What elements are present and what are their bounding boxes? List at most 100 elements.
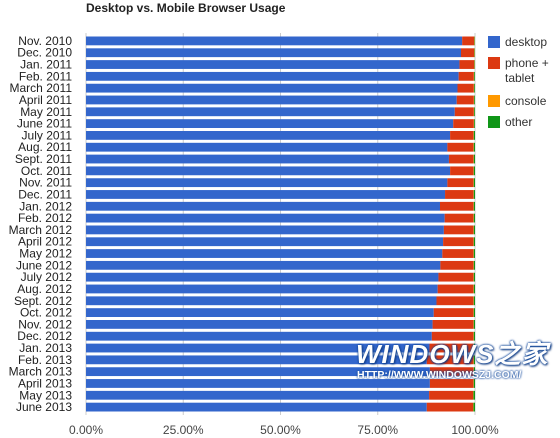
bar-other xyxy=(473,142,475,152)
legend-swatch-desktop xyxy=(488,36,500,48)
bar-desktop xyxy=(86,36,463,46)
bar-phone-tablet xyxy=(438,272,474,282)
bar-desktop xyxy=(86,166,451,176)
bar-other xyxy=(473,225,475,235)
bar-phone-tablet xyxy=(429,379,474,388)
bar-phone-tablet xyxy=(454,107,474,117)
x-tick-label: 100.00% xyxy=(451,423,499,437)
category-label: Nov. 2011 xyxy=(19,176,72,190)
category-label: Oct. 2012 xyxy=(20,306,72,320)
bar-other xyxy=(473,320,475,329)
legend-label-phone-tablet: phone + tablet xyxy=(505,56,549,85)
bar-other xyxy=(474,71,475,81)
category-label: Nov. 2010 xyxy=(18,34,72,48)
bar-desktop xyxy=(86,95,457,105)
bar-other xyxy=(474,119,475,128)
category-label: July 2012 xyxy=(21,270,73,284)
bar-other xyxy=(473,296,475,306)
bar-phone-tablet xyxy=(443,225,474,235)
bar-phone-tablet xyxy=(433,308,474,317)
bar-other xyxy=(473,308,475,317)
bar-phone-tablet xyxy=(450,166,474,176)
category-label: Dec. 2012 xyxy=(17,329,72,343)
bar-other xyxy=(473,131,475,140)
category-label: May 2012 xyxy=(19,247,72,261)
bar-phone-tablet xyxy=(450,131,474,140)
category-label: Dec. 2011 xyxy=(18,187,72,201)
bar-phone-tablet xyxy=(447,178,474,188)
bar-other xyxy=(473,260,475,270)
category-label: April 2013 xyxy=(18,376,72,390)
bar-other xyxy=(474,107,475,117)
bar-desktop xyxy=(86,83,458,93)
bar-desktop xyxy=(86,48,461,58)
bar-phone-tablet xyxy=(445,190,474,199)
legend-swatch-phone-tablet xyxy=(488,57,500,69)
bar-desktop xyxy=(86,107,455,117)
bar-desktop xyxy=(86,249,443,258)
bar-phone-tablet xyxy=(462,36,475,46)
bar-desktop xyxy=(86,272,439,282)
bar-phone-tablet xyxy=(443,237,474,247)
category-label: Aug. 2011 xyxy=(18,140,72,154)
chart-title: Desktop vs. Mobile Browser Usage xyxy=(86,1,286,15)
bar-desktop xyxy=(86,213,445,223)
bar-phone-tablet xyxy=(448,154,474,164)
bar-other xyxy=(473,355,475,365)
category-label: Feb. 2011 xyxy=(19,69,72,83)
bar-desktop xyxy=(86,60,460,69)
category-label: Feb. 2012 xyxy=(18,211,72,225)
category-label: Jan. 2012 xyxy=(19,199,72,213)
bar-desktop xyxy=(86,142,448,152)
bar-phone-tablet xyxy=(429,367,474,377)
bar-other xyxy=(473,284,475,294)
category-label: Aug. 2012 xyxy=(17,282,72,296)
category-label: Nov. 2012 xyxy=(18,317,72,331)
x-tick-label: 75.00% xyxy=(357,423,398,437)
category-label: May 2011 xyxy=(20,105,72,119)
bar-other xyxy=(473,154,475,164)
bar-phone-tablet xyxy=(460,48,475,58)
bar-other xyxy=(473,331,475,341)
category-label: April 2011 xyxy=(19,93,72,107)
bar-desktop xyxy=(86,343,430,353)
bar-desktop xyxy=(86,296,437,306)
bar-phone-tablet xyxy=(442,249,474,258)
bar-desktop xyxy=(86,71,459,81)
bar-desktop xyxy=(86,320,433,329)
category-label: June 2011 xyxy=(17,117,72,131)
bar-other xyxy=(473,190,475,199)
legend-swatch-console xyxy=(488,95,500,107)
bar-desktop xyxy=(86,154,449,164)
category-label: May 2013 xyxy=(19,388,72,402)
category-label: June 2012 xyxy=(16,258,72,272)
category-label: March 2012 xyxy=(9,223,73,237)
bar-other xyxy=(473,166,475,176)
watermark-url: HTTP://WWW.WINDOWSZJ.COM/ xyxy=(357,369,522,381)
category-label: March 2011 xyxy=(10,81,73,95)
category-label: June 2013 xyxy=(16,400,72,414)
bar-phone-tablet xyxy=(440,260,474,270)
bar-other xyxy=(473,367,475,377)
category-label: July 2011 xyxy=(22,128,73,142)
bar-phone-tablet xyxy=(447,142,474,152)
bar-other xyxy=(473,379,475,388)
legend-label-console: console xyxy=(505,94,547,108)
category-label: Oct. 2011 xyxy=(21,164,72,178)
bar-phone-tablet xyxy=(426,355,474,365)
bar-desktop xyxy=(86,402,427,412)
bar-other xyxy=(473,249,475,258)
bar-phone-tablet xyxy=(432,320,474,329)
bar-phone-tablet xyxy=(429,390,474,400)
category-label: Sept. 2011 xyxy=(15,152,72,166)
bar-phone-tablet xyxy=(436,296,474,306)
bar-desktop xyxy=(86,225,444,235)
category-label: Feb. 2013 xyxy=(18,353,72,367)
bar-phone-tablet xyxy=(437,284,474,294)
bar-other xyxy=(473,237,475,247)
bar-desktop xyxy=(86,260,441,270)
x-tick-label: 25.00% xyxy=(163,423,204,437)
bar-other xyxy=(473,213,475,223)
bar-phone-tablet xyxy=(439,201,474,211)
